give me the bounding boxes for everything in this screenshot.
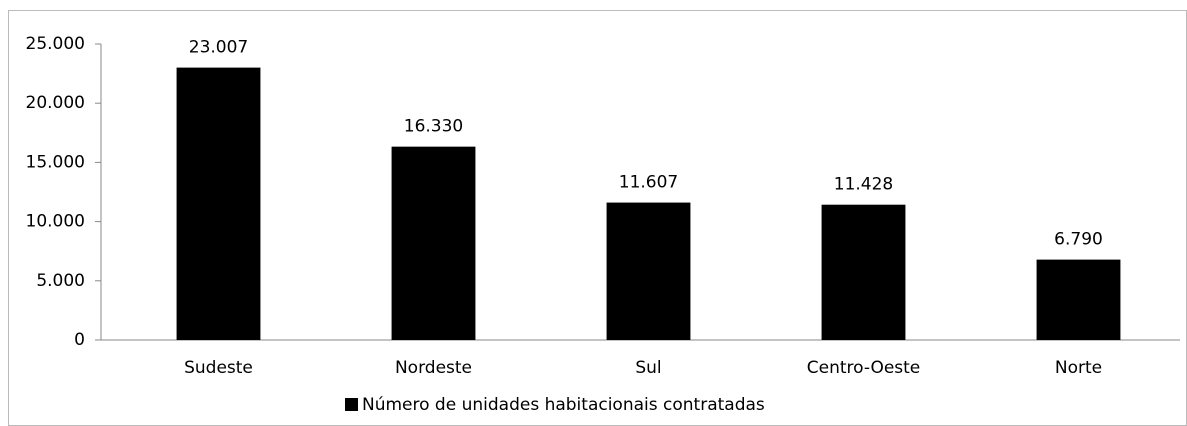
bar: [821, 204, 906, 340]
data-label: 11.607: [619, 173, 678, 193]
legend-label: Número de unidades habitacionais contrat…: [362, 395, 765, 415]
bar: [391, 146, 476, 340]
y-tick-label: 10.000: [26, 212, 85, 232]
x-tick-label: Norte: [1055, 358, 1102, 378]
y-tick-label: 0: [74, 330, 85, 350]
x-tick-label: Centro-Oeste: [807, 358, 921, 378]
bar: [1036, 259, 1121, 340]
legend-swatch: [345, 398, 358, 411]
data-label: 6.790: [1054, 230, 1103, 250]
data-label: 16.330: [404, 117, 463, 137]
x-tick-label: Nordeste: [395, 358, 472, 378]
data-label: 23.007: [189, 38, 248, 58]
x-tick-label: Sul: [635, 358, 661, 378]
bar: [606, 202, 691, 340]
y-tick-label: 25.000: [26, 34, 85, 54]
data-label: 11.428: [834, 175, 893, 195]
x-tick-label: Sudeste: [184, 358, 253, 378]
bar: [176, 67, 261, 341]
y-tick-label: 15.000: [26, 152, 85, 172]
y-tick-label: 5.000: [36, 271, 85, 291]
y-tick-label: 20.000: [26, 93, 85, 113]
